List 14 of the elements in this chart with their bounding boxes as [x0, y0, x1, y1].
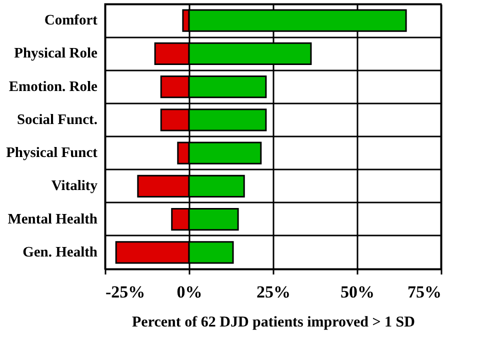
- x-axis-title: Percent of 62 DJD patients improved > 1 SD: [132, 314, 416, 330]
- x-tick-label: 0%: [176, 282, 202, 302]
- y-tick-label: Social Funct.: [16, 112, 98, 128]
- y-tick-label: Vitality: [51, 178, 98, 194]
- x-tick-label: 25%: [256, 282, 290, 302]
- y-tick-label: Gen. Health: [22, 244, 98, 260]
- x-tick-label: -25%: [106, 282, 146, 302]
- y-tick-label: Emotion. Role: [8, 78, 98, 95]
- x-tick-label: 50%: [340, 282, 374, 302]
- y-tick-label: Mental Health: [8, 211, 98, 228]
- y-tick-label: Comfort: [44, 12, 98, 29]
- y-tick-label: Physical Funct: [6, 145, 98, 162]
- y-tick-label: Physical Role: [14, 46, 98, 62]
- x-tick-label: 75%: [408, 282, 442, 302]
